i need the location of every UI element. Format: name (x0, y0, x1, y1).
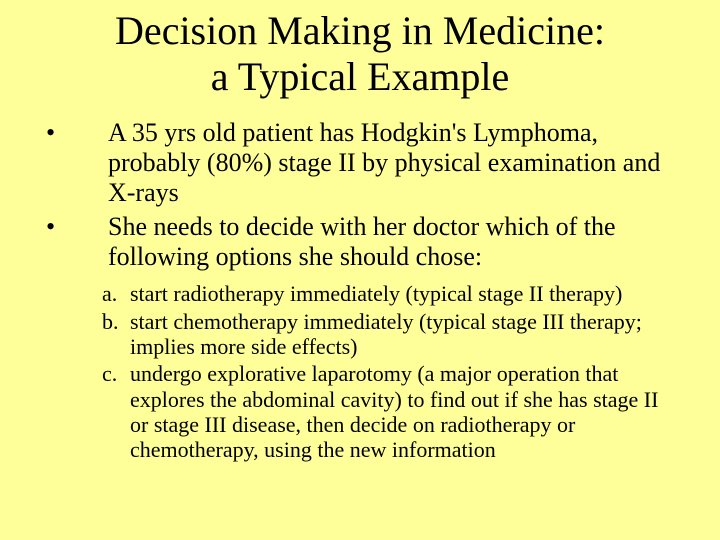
bullet-item: • A 35 yrs old patient has Hodgkin's Lym… (40, 118, 680, 208)
bullet-marker: • (40, 118, 108, 208)
bullet-marker: • (40, 212, 108, 272)
bullet-list: • A 35 yrs old patient has Hodgkin's Lym… (40, 118, 680, 271)
sublist-item: c. undergo explorative laparotomy (a maj… (102, 361, 670, 462)
title-line-2: a Typical Example (40, 54, 680, 100)
sublist-text: start radiotherapy immediately (typical … (130, 281, 670, 306)
sublist-text: undergo explorative laparotomy (a major … (130, 361, 670, 462)
sublist-item: a. start radiotherapy immediately (typic… (102, 281, 670, 306)
sublist-marker: c. (102, 361, 130, 462)
sublist-text: start chemotherapy immediately (typical … (130, 309, 670, 360)
sublist: a. start radiotherapy immediately (typic… (40, 281, 680, 462)
sublist-marker: a. (102, 281, 130, 306)
title-line-1: Decision Making in Medicine: (40, 8, 680, 54)
bullet-item: • She needs to decide with her doctor wh… (40, 212, 680, 272)
sublist-item: b. start chemotherapy immediately (typic… (102, 309, 670, 360)
slide: Decision Making in Medicine: a Typical E… (0, 0, 720, 540)
slide-title: Decision Making in Medicine: a Typical E… (40, 8, 680, 100)
sublist-marker: b. (102, 309, 130, 360)
bullet-text: A 35 yrs old patient has Hodgkin's Lymph… (108, 118, 680, 208)
bullet-text: She needs to decide with her doctor whic… (108, 212, 680, 272)
